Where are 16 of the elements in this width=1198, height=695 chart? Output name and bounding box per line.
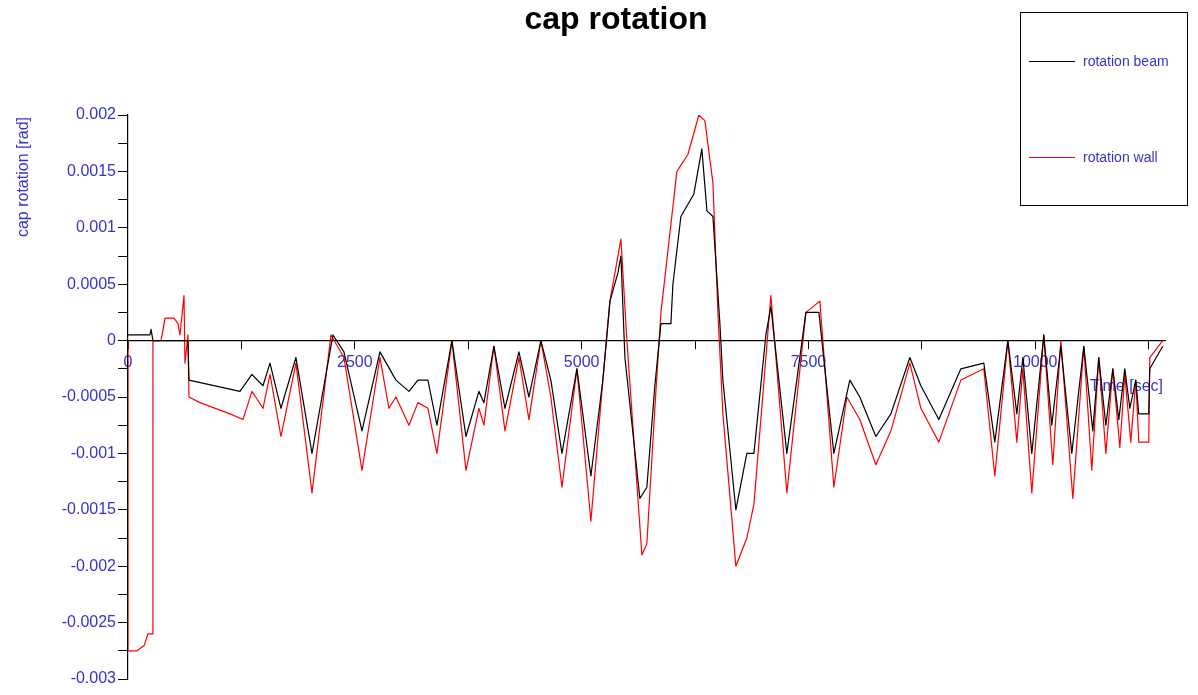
y-tick-label: 0.0005 — [67, 274, 117, 292]
y-tick-label: 0.0015 — [67, 161, 117, 179]
y-axis-title: cap rotation [rad] — [14, 117, 32, 238]
legend-label: rotation beam — [1083, 53, 1169, 69]
y-tick-label: -0.0005 — [61, 387, 117, 405]
y-tick-label: -0.001 — [70, 443, 117, 461]
y-tick-label: -0.003 — [70, 669, 117, 687]
y-tick-label: 0 — [107, 331, 117, 349]
y-tick-label: 0.001 — [75, 218, 117, 236]
y-tick-label: -0.0025 — [61, 613, 117, 631]
chart-title: cap rotation — [524, 0, 708, 36]
legend-label: rotation wall — [1083, 149, 1158, 165]
y-tick-label: -0.002 — [70, 556, 117, 574]
x-tick-label: 5000 — [563, 352, 600, 370]
y-tick-label: -0.0015 — [61, 500, 117, 518]
y-tick-label: 0.002 — [75, 105, 117, 123]
